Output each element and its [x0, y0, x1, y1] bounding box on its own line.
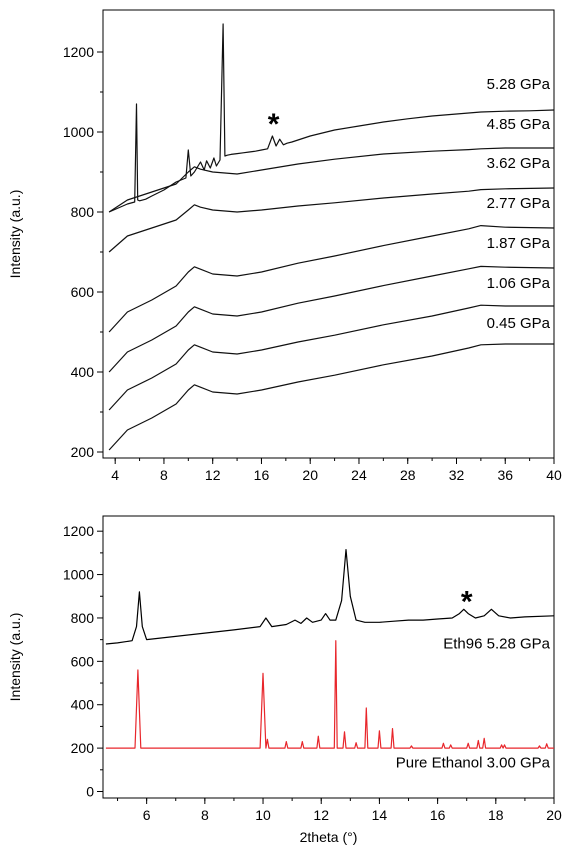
plot-frame — [102, 9, 555, 459]
y-tick-label: 1200 — [63, 523, 94, 539]
series-label: 1.06 GPa — [487, 275, 551, 292]
y-tick-label: 200 — [71, 444, 95, 460]
series-label: 2.77 GPa — [487, 195, 551, 212]
series-label: 1.87 GPa — [487, 235, 551, 252]
x-tick-label: 16 — [430, 807, 446, 823]
series-label: 3.62 GPa — [487, 155, 551, 172]
x-tick-label: 12 — [313, 807, 329, 823]
series-line — [108, 225, 555, 333]
y-tick-label: 1000 — [63, 124, 94, 140]
series-line — [108, 304, 554, 411]
x-tick-label: 10 — [255, 807, 271, 823]
plot-frame — [102, 515, 555, 799]
y-tick-label: 600 — [71, 284, 95, 300]
series-label: 5.28 GPa — [487, 76, 551, 93]
series-label: 4.85 GPa — [487, 116, 551, 133]
series-line — [108, 23, 555, 213]
x-tick-label: 18 — [488, 807, 504, 823]
annotation-asterisk: * — [461, 585, 473, 618]
series-line — [108, 265, 555, 373]
x-axis-label: 2theta (°) — [300, 829, 358, 845]
x-tick-label: 4 — [111, 467, 119, 483]
y-tick-label: 0 — [86, 783, 94, 799]
x-tick-label: 8 — [201, 807, 209, 823]
x-tick-label: 40 — [546, 467, 562, 483]
y-tick-label: 800 — [71, 610, 95, 626]
chart-bottom-comparison: 0 200 400 600 800 1000 1200 6 8 10 12 14 16 18 20 Inten… — [7, 515, 562, 845]
y-tick-label: 600 — [71, 653, 95, 669]
y-tick-label: 200 — [71, 740, 95, 756]
series-label: Pure Ethanol 3.00 GPa — [396, 755, 551, 772]
x-tick-label: 32 — [449, 467, 465, 483]
series-line — [108, 187, 555, 253]
x-tick-label: 12 — [205, 467, 221, 483]
y-tick-label: 400 — [71, 697, 95, 713]
x-tick-label: 16 — [254, 467, 270, 483]
x-tick-label: 20 — [546, 807, 562, 823]
y-tick-label: 1000 — [63, 567, 94, 583]
y-axis-label: Intensity (a.u.) — [7, 613, 23, 702]
x-tick-label: 8 — [160, 467, 168, 483]
series-line — [105, 640, 554, 749]
x-tick-label: 14 — [372, 807, 388, 823]
y-tick-label: 400 — [71, 364, 95, 380]
series-label: 0.45 GPa — [487, 315, 551, 332]
y-tick-label: 800 — [71, 204, 95, 220]
x-tick-label: 28 — [400, 467, 416, 483]
series-line — [105, 548, 555, 645]
chart-top-pressure-series: 200 400 600 800 1000 1200 4 8 12 16 20 24 28 32 36 40 In… — [7, 9, 562, 483]
annotation-asterisk: * — [268, 108, 280, 141]
y-axis-label: Intensity (a.u.) — [7, 190, 23, 279]
x-tick-label: 6 — [143, 807, 151, 823]
y-tick-label: 1200 — [63, 44, 94, 60]
series-label: Eth96 5.28 GPa — [443, 635, 550, 652]
x-tick-label: 24 — [351, 467, 367, 483]
x-tick-label: 36 — [497, 467, 513, 483]
series-line — [108, 343, 554, 451]
x-tick-label: 20 — [302, 467, 318, 483]
